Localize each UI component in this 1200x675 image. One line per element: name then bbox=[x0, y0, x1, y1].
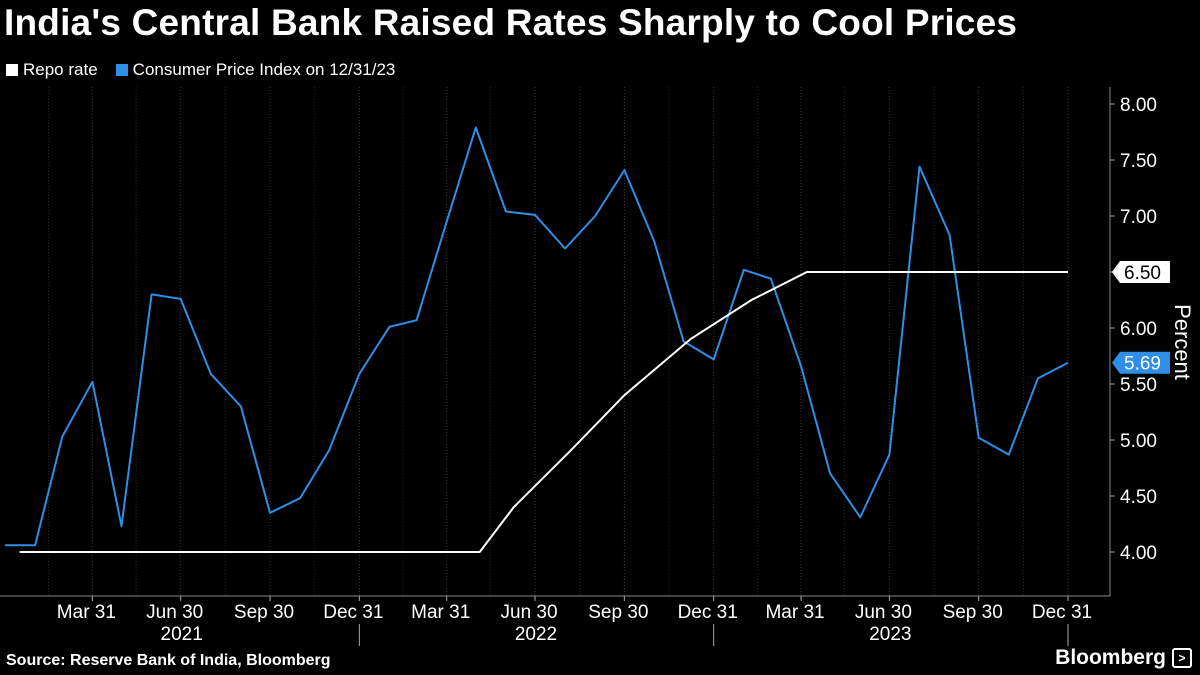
legend-swatch-repo-rate bbox=[6, 64, 18, 76]
source-note: Source: Reserve Bank of India, Bloomberg bbox=[6, 652, 331, 669]
repo-rate-line bbox=[19, 271, 1068, 553]
x-tick-label: Jun 30 bbox=[146, 602, 203, 623]
cpi-end-callout bbox=[1112, 351, 1170, 374]
x-tick-label: Dec 31 bbox=[1032, 602, 1092, 623]
y-tick-label: 7.50 bbox=[1120, 151, 1157, 172]
chart-title: India's Central Bank Raised Rates Sharpl… bbox=[4, 2, 1018, 43]
y-tick-label: 7.00 bbox=[1120, 207, 1157, 228]
legend-item-cpi: Consumer Price Index on 12/31/23 bbox=[115, 60, 396, 80]
x-tick-label: Dec 31 bbox=[323, 602, 383, 623]
y-tick-label: 4.00 bbox=[1120, 543, 1157, 564]
legend-swatch-cpi bbox=[115, 64, 128, 76]
year-label: 2022 bbox=[515, 624, 557, 645]
x-tick-label: Mar 31 bbox=[411, 602, 470, 623]
y-tick-label: 4.50 bbox=[1120, 487, 1157, 508]
x-tick-label: Sep 30 bbox=[943, 602, 1003, 623]
cpi-end-label: 5.69 bbox=[1124, 354, 1161, 375]
brand: Bloomberg > bbox=[1055, 646, 1192, 670]
legend-label-repo-rate: Repo rate bbox=[23, 60, 98, 79]
cpi-line bbox=[5, 126, 1069, 547]
year-label: 2021 bbox=[161, 624, 203, 645]
repo-end-label: 6.50 bbox=[1124, 263, 1161, 284]
y-axis-title: Percent bbox=[1170, 304, 1195, 380]
x-tick-label: Jun 30 bbox=[855, 602, 912, 623]
repo-end-callout bbox=[1112, 261, 1170, 283]
legend-label-cpi: Consumer Price Index on 12/31/23 bbox=[132, 60, 396, 79]
x-tick-label: Sep 30 bbox=[588, 602, 648, 623]
x-tick-label: Mar 31 bbox=[57, 602, 116, 623]
terminal-icon: > bbox=[1172, 648, 1192, 668]
x-tick-label: Jun 30 bbox=[501, 602, 558, 623]
x-tick-label: Sep 30 bbox=[234, 602, 294, 623]
y-tick-label: 5.00 bbox=[1120, 431, 1157, 452]
legend: Repo rate Consumer Price Index on 12/31/… bbox=[6, 60, 395, 80]
y-tick-label: 5.50 bbox=[1120, 375, 1157, 396]
y-tick-label: 6.00 bbox=[1120, 319, 1157, 340]
x-tick-label: Mar 31 bbox=[765, 602, 824, 623]
legend-item-repo-rate: Repo rate bbox=[6, 60, 98, 80]
year-label: 2023 bbox=[869, 624, 911, 645]
y-tick-label: 8.00 bbox=[1120, 95, 1157, 116]
x-tick-label: Dec 31 bbox=[678, 602, 738, 623]
brand-name: Bloomberg bbox=[1055, 646, 1166, 669]
